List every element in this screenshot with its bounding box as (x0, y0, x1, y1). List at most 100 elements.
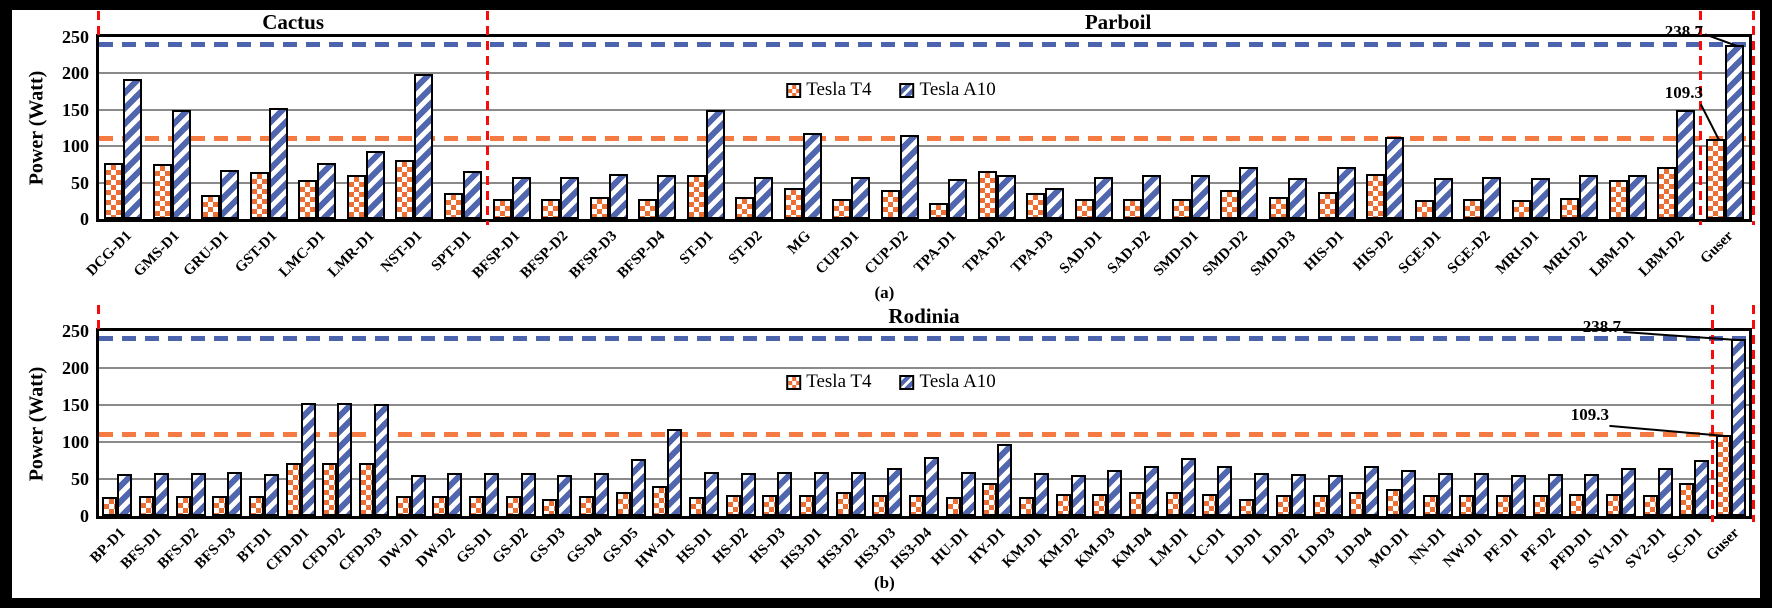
bar-tesla-a10 (1254, 473, 1270, 516)
bar-group (832, 331, 869, 516)
section-title-rodinia: Rodinia (888, 304, 960, 328)
bar-group (778, 37, 827, 219)
bar-tesla-a10 (227, 472, 243, 516)
bar-tesla-t4 (1414, 200, 1434, 219)
gridline (99, 441, 1749, 443)
y-tick-label: 50 (71, 172, 89, 193)
bar-group (1126, 331, 1163, 516)
bar-tesla-t4 (469, 496, 485, 516)
y-tick-label: 200 (62, 358, 89, 378)
bar-tesla-t4 (1560, 198, 1580, 219)
section-title-parboil: Parboil (1084, 10, 1152, 34)
x-label-cell: BFSP-D4 (615, 219, 682, 289)
bar-tesla-t4 (1463, 199, 1483, 219)
bar-tesla-t4 (1605, 494, 1621, 516)
bar-tesla-t4 (872, 495, 888, 516)
bar-tesla-a10 (1657, 468, 1673, 516)
bar-tesla-a10 (996, 175, 1016, 219)
bar-tesla-t4 (1385, 489, 1401, 516)
bar-group (342, 37, 391, 219)
bar-group (1361, 37, 1410, 219)
bar-tesla-t4 (432, 496, 448, 516)
bar-group (942, 331, 979, 516)
bar-group (196, 37, 245, 219)
bar-tesla-t4 (1642, 495, 1658, 516)
x-category-label: ST-D2 (725, 228, 766, 268)
bar-group (973, 37, 1022, 219)
bar-tesla-a10 (300, 403, 316, 516)
bar-tesla-t4 (880, 190, 900, 219)
bar-tesla-a10 (802, 133, 822, 219)
legend-label: Tesla T4 (806, 79, 872, 100)
bar-tesla-t4 (139, 496, 154, 516)
bar-tesla-a10 (960, 472, 976, 516)
bar-tesla-t4 (982, 483, 998, 516)
bar-group (1309, 331, 1346, 516)
bar-tesla-t4 (945, 497, 961, 516)
bar-group (796, 331, 833, 516)
bar-group (576, 331, 613, 516)
bar-tesla-a10 (1730, 339, 1746, 516)
red-section-divider-line (97, 305, 100, 331)
bar-tesla-a10 (851, 177, 871, 219)
bar-group (1713, 331, 1750, 516)
bar-tesla-a10 (560, 177, 580, 219)
bar-tesla-a10 (1474, 473, 1490, 516)
bar-tesla-a10 (1290, 474, 1306, 516)
bar-tesla-a10 (1045, 188, 1065, 219)
bar-tesla-t4 (322, 463, 338, 516)
x-label-cell: Guser (1703, 516, 1750, 586)
bar-group (1089, 331, 1126, 516)
red-section-divider-line (486, 11, 490, 225)
bar-group (876, 37, 925, 219)
bar-tesla-t4 (1422, 495, 1438, 516)
y-tick-label: 250 (62, 27, 89, 47)
bar-tesla-t4 (1220, 190, 1240, 219)
tesla-t4-swatch-icon (786, 82, 802, 98)
bar-group (466, 331, 503, 516)
bar-tesla-a10 (414, 74, 434, 219)
plot-area: Power (Watt) 0 50 100 150 200 250 Cactus Parboil… (26, 10, 1755, 302)
bar-tesla-t4 (1705, 139, 1725, 219)
bar-tesla-a10 (117, 474, 133, 516)
panel-caption: (b) (874, 573, 895, 592)
bar-tesla-t4 (1092, 494, 1108, 516)
bar-tesla-t4 (1569, 494, 1585, 516)
x-label-cell: LBM-D2 (1636, 219, 1701, 289)
bar-tesla-a10 (740, 473, 756, 516)
y-axis-title: Power (Watt) (25, 70, 48, 186)
bar-tesla-a10 (1107, 470, 1123, 516)
x-label-cell: MG (778, 219, 827, 289)
gridline (99, 145, 1749, 148)
bar-group (209, 331, 246, 516)
bar-tesla-a10 (777, 472, 793, 516)
bar-tesla-a10 (1144, 466, 1160, 516)
bar-group (1264, 37, 1313, 219)
bar-tesla-a10 (1437, 473, 1453, 516)
bar-group (1409, 37, 1458, 219)
bar-tesla-a10 (484, 473, 500, 516)
bar-group (1458, 37, 1507, 219)
bar-tesla-t4 (1679, 483, 1695, 516)
bar-tesla-a10 (1327, 475, 1343, 516)
bar-group (1346, 331, 1383, 516)
red-section-divider-line (97, 11, 100, 37)
x-axis-labels: BP-D1 BFS-D1 BFS-D2 BFS-D3 BT-D1 CFD-D1 CFD-D2… (87, 516, 1750, 586)
bar-tesla-t4 (762, 495, 778, 516)
bar-group (245, 37, 294, 219)
bar-tesla-a10 (557, 475, 573, 516)
bar-tesla-t4 (909, 495, 925, 516)
x-label-cell: GMS-D1 (131, 219, 197, 289)
bar-tesla-a10 (447, 473, 463, 516)
annotation-value-label: 238.7 (1582, 317, 1621, 336)
bar-tesla-t4 (689, 497, 705, 516)
bar-group (1162, 331, 1199, 516)
bar-tesla-t4 (1275, 495, 1291, 516)
bar-tesla-a10 (220, 170, 240, 219)
bar-tesla-t4 (638, 199, 658, 219)
bar-tesla-a10 (630, 459, 646, 516)
bar-tesla-t4 (175, 496, 191, 516)
bar-tesla-t4 (589, 197, 609, 219)
bar-tesla-a10 (948, 179, 968, 219)
x-label-cell: Guser (1697, 219, 1750, 289)
